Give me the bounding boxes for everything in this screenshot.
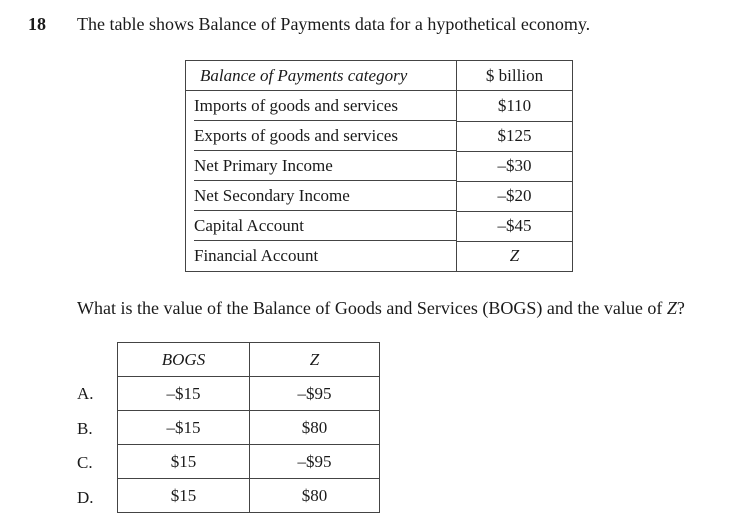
bop-value-cell: $125 (456, 121, 573, 152)
answer-header-bogs: BOGS (117, 342, 250, 377)
question-stem: The table shows Balance of Payments data… (77, 14, 591, 34)
bop-row: Capital Account –$45 (185, 211, 573, 242)
option-letter-d[interactable]: D. (77, 488, 94, 507)
bop-row: Net Secondary Income –$20 (185, 181, 573, 212)
bop-category-cell: Net Primary Income (185, 151, 457, 181)
bop-category-text: Imports of goods and services (194, 91, 456, 121)
answer-z-cell: –$95 (249, 376, 380, 411)
bop-category-cell: Capital Account (185, 211, 457, 241)
answer-bogs-cell: $15 (117, 444, 250, 479)
balance-of-payments-table: Balance of Payments category $ billion I… (185, 60, 573, 272)
bop-category-text: Net Primary Income (194, 151, 456, 181)
bop-header-value: $ billion (456, 60, 573, 91)
bop-row: Exports of goods and services $125 (185, 121, 573, 152)
bop-row: Imports of goods and services $110 (185, 90, 573, 122)
option-letter-a[interactable]: A. (77, 384, 94, 403)
prompt-z: Z (666, 298, 677, 318)
answer-row[interactable]: –$15 –$95 (117, 376, 380, 411)
answer-header-row: BOGS Z (117, 342, 380, 377)
prompt-text: What is the value of the Balance of Good… (77, 298, 667, 318)
bop-value-cell: –$30 (456, 151, 573, 182)
answer-row[interactable]: $15 –$95 (117, 444, 380, 479)
bop-category-cell: Financial Account (185, 241, 457, 272)
bop-category-text: Financial Account (194, 246, 319, 266)
option-letter-c[interactable]: C. (77, 453, 93, 472)
bop-row: Financial Account Z (185, 241, 573, 272)
bop-value-cell: –$45 (456, 211, 573, 242)
bop-value-cell: $110 (456, 90, 573, 122)
answer-header-z: Z (249, 342, 380, 377)
answer-z-cell: $80 (249, 410, 380, 445)
bop-row: Net Primary Income –$30 (185, 151, 573, 182)
bop-category-cell: Imports of goods and services (185, 90, 457, 121)
bop-category-cell: Net Secondary Income (185, 181, 457, 211)
bop-category-text: Exports of goods and services (194, 121, 456, 151)
bop-category-text: Capital Account (194, 211, 456, 241)
answer-bogs-cell: $15 (117, 478, 250, 513)
question-prompt: What is the value of the Balance of Good… (77, 298, 685, 319)
bop-header-category: Balance of Payments category (185, 60, 457, 91)
answer-row[interactable]: $15 $80 (117, 478, 380, 513)
bop-category-cell: Exports of goods and services (185, 121, 457, 151)
option-letter-b[interactable]: B. (77, 419, 93, 438)
bop-value-cell: –$20 (456, 181, 573, 212)
bop-header-row: Balance of Payments category $ billion (185, 60, 573, 91)
bop-value-cell: Z (456, 241, 573, 272)
answer-z-cell: –$95 (249, 444, 380, 479)
answer-row[interactable]: –$15 $80 (117, 410, 380, 445)
answer-bogs-cell: –$15 (117, 376, 250, 411)
prompt-end: ? (676, 298, 685, 318)
bop-category-text: Net Secondary Income (194, 181, 456, 211)
answer-bogs-cell: –$15 (117, 410, 250, 445)
answer-options-table: BOGS Z –$15 –$95 –$15 $80 $15 –$95 $15 $… (117, 342, 380, 513)
question-number: 18 (28, 14, 46, 34)
answer-z-cell: $80 (249, 478, 380, 513)
